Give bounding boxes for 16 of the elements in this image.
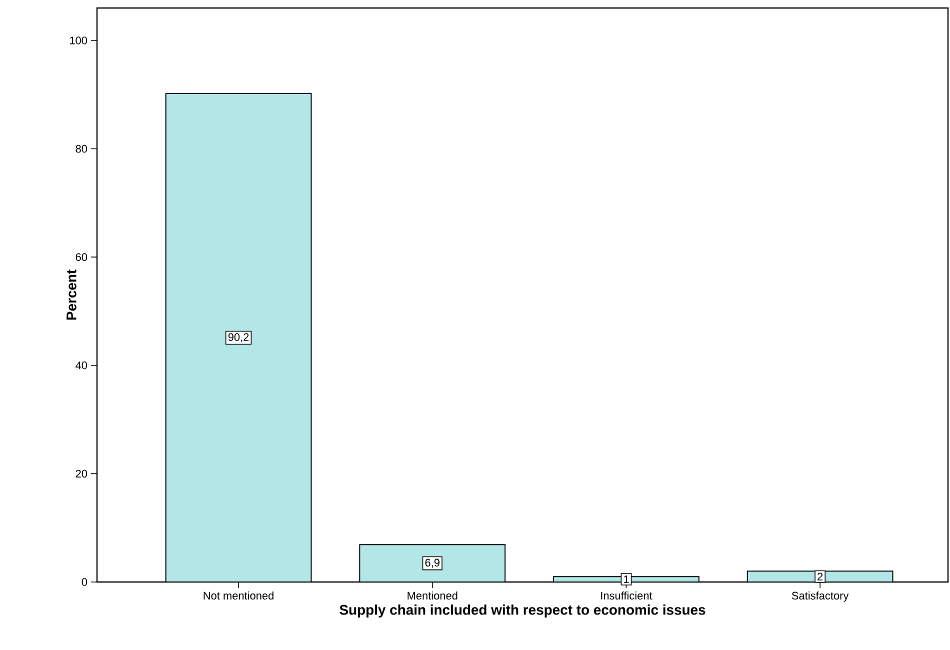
y-tick-label: 0 <box>82 578 88 586</box>
y-tick-label: 20 <box>76 470 88 478</box>
x-axis-title: Supply chain included with respect to economic issues <box>340 604 706 618</box>
data-label: 6,9 <box>425 558 440 568</box>
y-tick-label: 60 <box>76 253 88 261</box>
y-tick-label: 100 <box>70 36 88 44</box>
data-label: 90,2 <box>228 333 249 342</box>
data-label: 1 <box>624 576 629 584</box>
x-tick-label: Satisfactory <box>792 592 849 602</box>
x-tick-label: Mentioned <box>408 592 458 600</box>
y-tick-label: 80 <box>76 144 88 153</box>
y-axis-title: Percent <box>66 270 76 320</box>
y-tick-label: 40 <box>76 362 88 370</box>
x-tick-label: Insufficient <box>601 592 652 600</box>
data-label: 2 <box>818 572 823 580</box>
x-tick-label: Not mentioned <box>204 592 274 600</box>
